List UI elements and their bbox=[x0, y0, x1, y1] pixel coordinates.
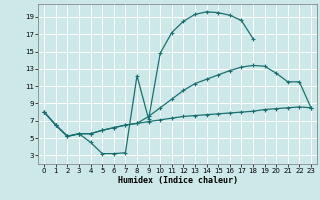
X-axis label: Humidex (Indice chaleur): Humidex (Indice chaleur) bbox=[118, 176, 238, 185]
